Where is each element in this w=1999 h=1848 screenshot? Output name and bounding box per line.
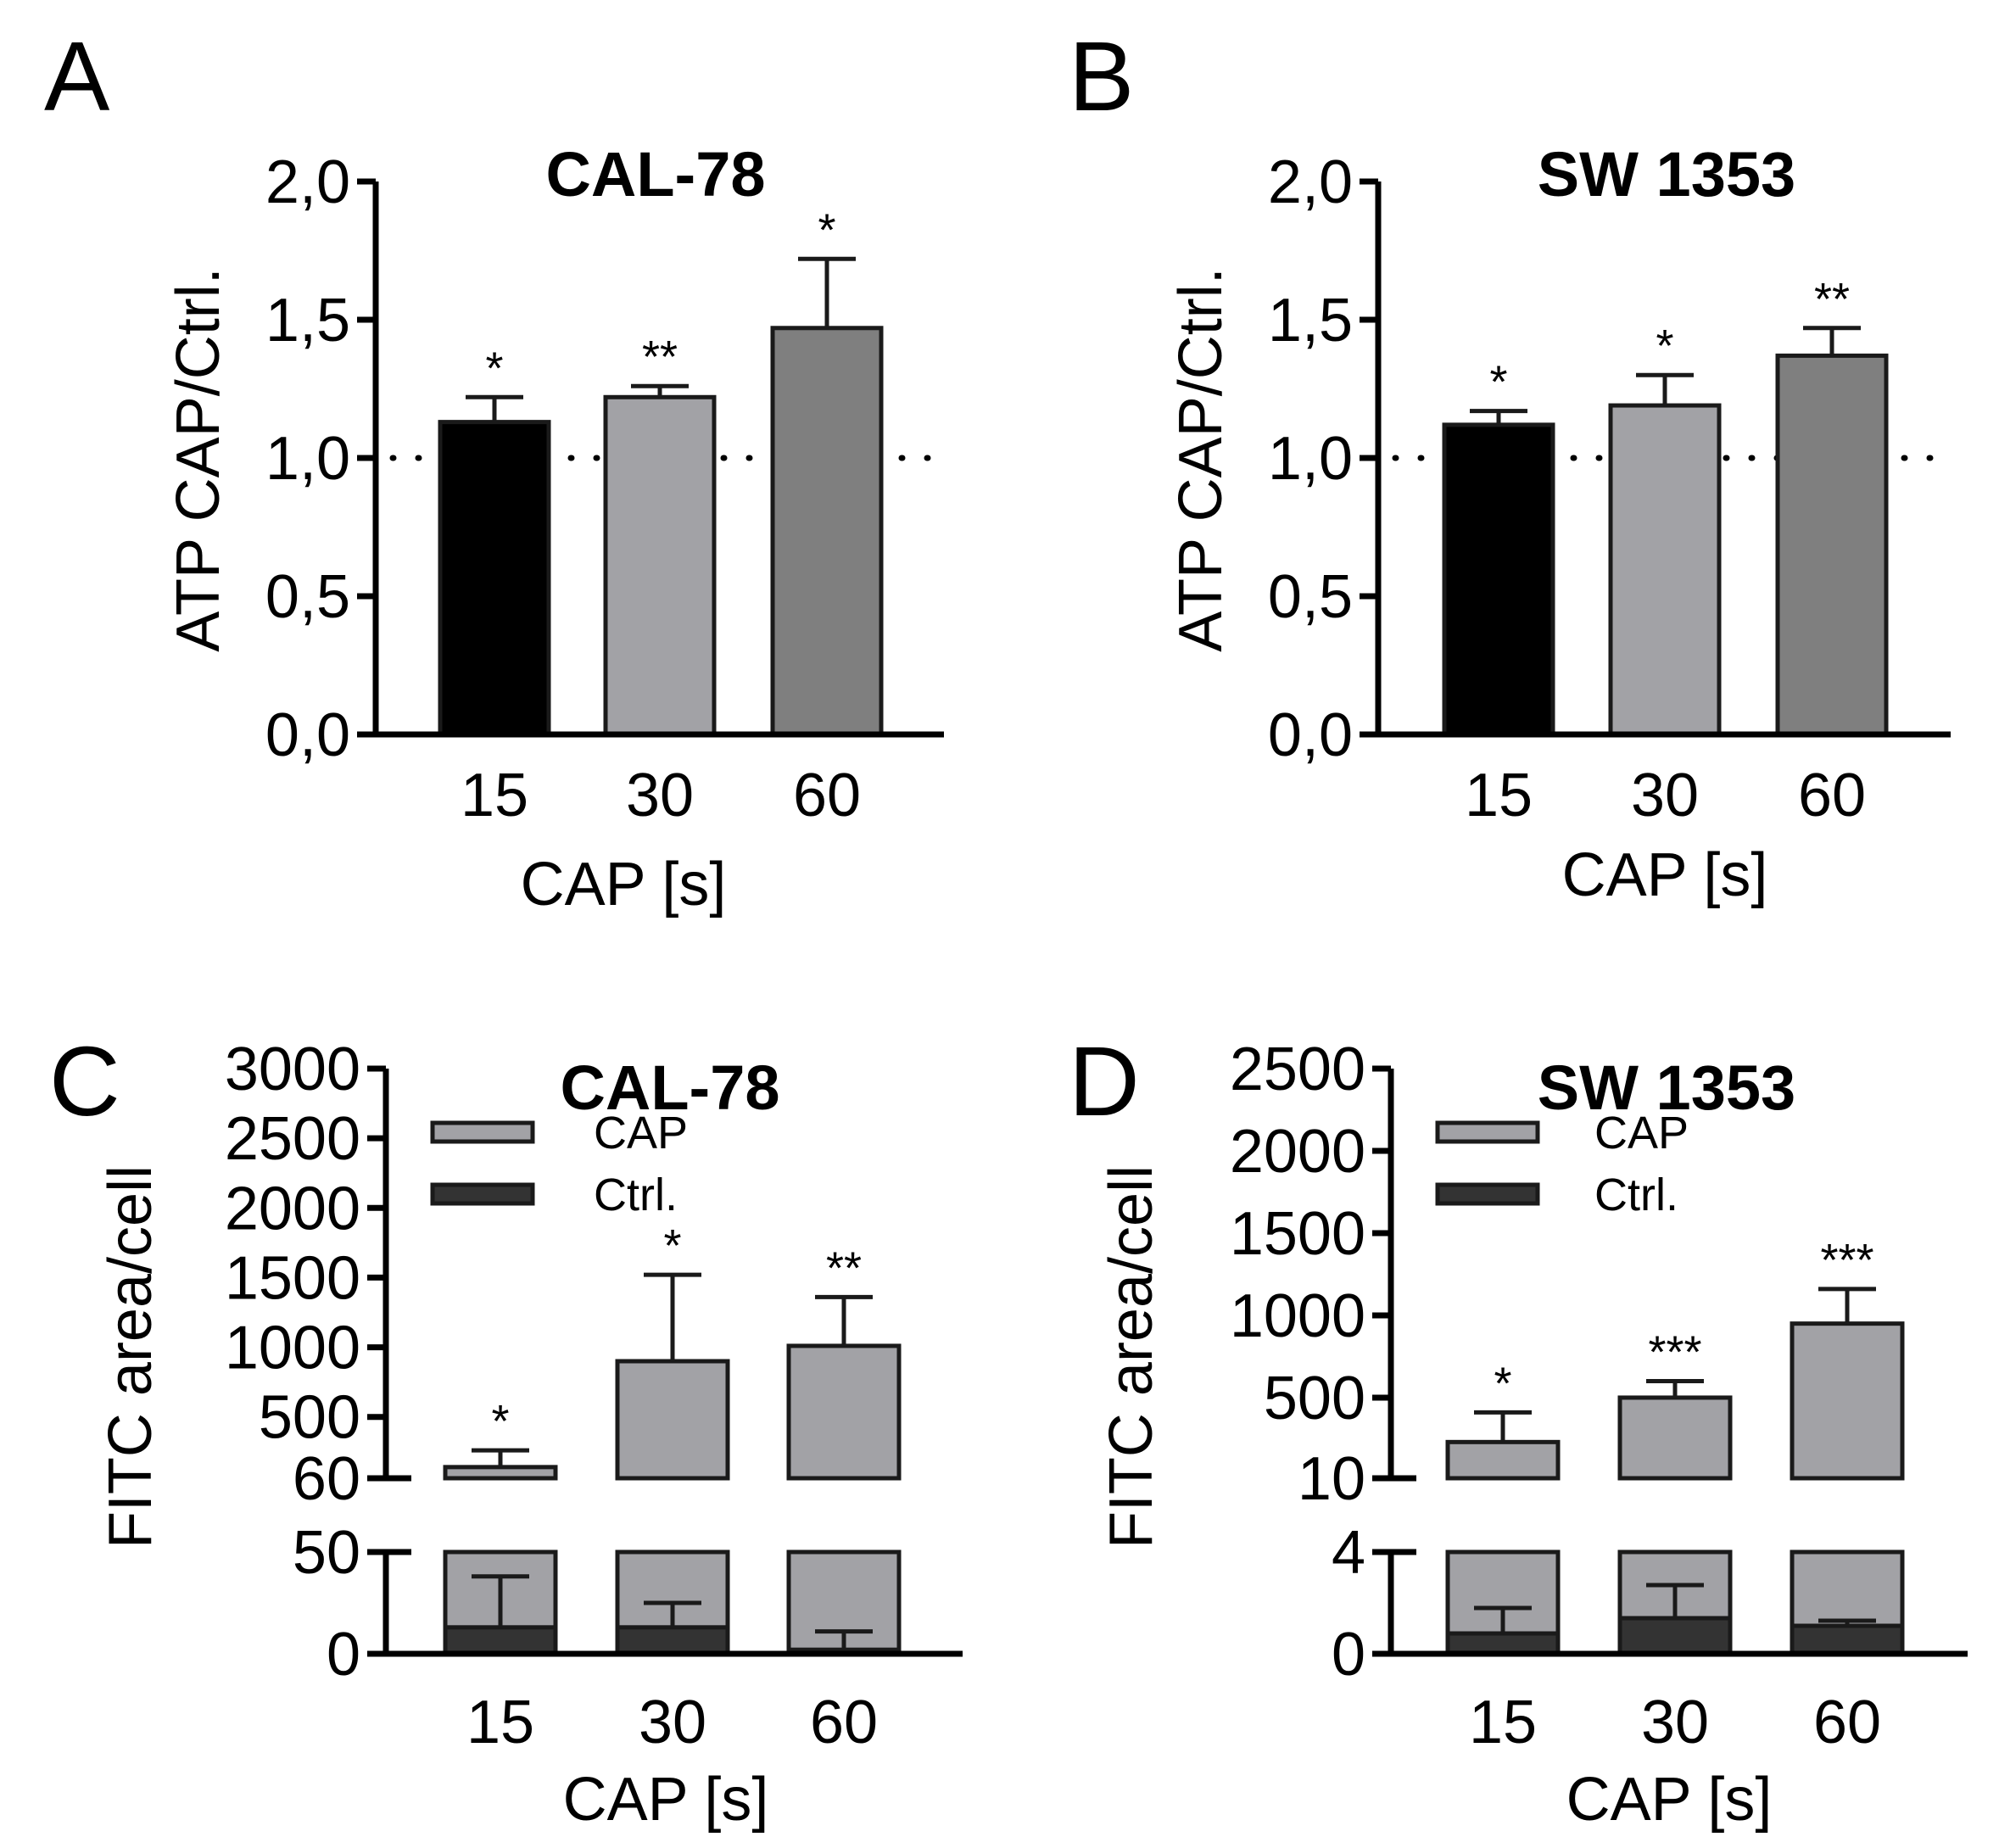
panel-letter-a: A (44, 21, 110, 131)
y-tick-label: 1,0 (265, 425, 350, 493)
panel-d: D SW 1353 FITC area/cell CAP [s] CAP Ctrl… (1069, 1026, 1968, 1834)
cap-bar (1790, 1321, 1905, 1481)
legend-label: CAP (594, 1108, 688, 1158)
y-tick-label: 2000 (1230, 1118, 1365, 1186)
x-axis-label: CAP [s] (1566, 1766, 1773, 1834)
y-tick-label: 0,0 (265, 701, 350, 769)
panel-letter-c: C (49, 1026, 120, 1136)
significance-label: * (485, 343, 503, 394)
y-tick-label: 50 (293, 1519, 360, 1587)
legend-label: CAP (1594, 1108, 1689, 1158)
x-tick-label: 30 (626, 762, 694, 829)
legend-swatch (1435, 1120, 1540, 1144)
cap-bar (786, 1343, 902, 1481)
x-tick-label: 60 (1813, 1689, 1881, 1756)
y-tick-label: 10 (1298, 1445, 1365, 1513)
chart-title: SW 1353 (1538, 1052, 1795, 1123)
panel-b: B SW 1353 ATP CAP/Ctrl. CAP [s] * 15 * 30 **… (1069, 21, 1954, 909)
bar (1442, 422, 1555, 737)
y-tick-label: 2000 (225, 1175, 360, 1242)
y-tick-label: 500 (1264, 1365, 1365, 1432)
y-tick-label: 500 (259, 1384, 360, 1452)
significance-label: * (1494, 1358, 1511, 1409)
bar (1775, 353, 1889, 737)
cap-bar (443, 1465, 558, 1481)
panel-a: A CAL-78 ATP CAP/Ctrl. CAP [s] * 15 ** 30 * 6… (44, 21, 947, 918)
panel-c: C CAL-78 FITC area/cell CAP [s] CAP Ctrl.… (49, 1026, 963, 1834)
y-tick-label: 1000 (1230, 1282, 1365, 1350)
legend-swatch (430, 1182, 535, 1206)
legend-swatch (1435, 1182, 1540, 1206)
x-tick-label: 30 (1641, 1689, 1709, 1756)
x-tick-label: 30 (1631, 762, 1699, 829)
ctrl-bar (1445, 1631, 1561, 1656)
significance-label: * (1489, 357, 1507, 408)
bar (770, 326, 884, 737)
ctrl-bar (443, 1625, 558, 1656)
y-tick-label: 0,5 (265, 563, 350, 631)
y-tick-label: 2,0 (265, 148, 350, 216)
y-tick-label: 2,0 (1268, 148, 1353, 216)
y-tick-label: 2500 (225, 1105, 360, 1173)
y-tick-label: 0,0 (1268, 701, 1353, 769)
ctrl-bar (615, 1625, 730, 1656)
y-tick-label: 1000 (225, 1315, 360, 1382)
y-axis-label: FITC area/cell (1097, 1165, 1165, 1549)
significance-label: * (1656, 321, 1673, 371)
significance-label: *** (1820, 1235, 1873, 1286)
significance-label: ** (642, 332, 678, 382)
legend-label: Ctrl. (1594, 1170, 1678, 1220)
significance-label: * (491, 1396, 509, 1447)
y-tick-label: 1,0 (1268, 425, 1353, 493)
x-tick-label: 15 (466, 1689, 534, 1756)
x-axis-label: CAP [s] (1562, 841, 1768, 909)
y-axis-label: ATP CAP/Ctrl. (1167, 267, 1235, 651)
chart-title: CAL-78 (560, 1052, 779, 1123)
ctrl-bar (1790, 1623, 1905, 1656)
significance-label: ** (1814, 274, 1850, 325)
legend-swatch (430, 1120, 535, 1144)
panel-letter-b: B (1069, 21, 1134, 131)
y-tick-label: 1,5 (1268, 287, 1353, 355)
significance-label: ** (826, 1242, 862, 1293)
y-tick-label: 60 (293, 1445, 360, 1513)
x-tick-label: 15 (1465, 762, 1533, 829)
ctrl-bar (1617, 1616, 1733, 1656)
bar (1608, 403, 1722, 737)
legend-label: Ctrl. (594, 1170, 678, 1220)
y-tick-label: 3000 (225, 1036, 360, 1103)
bar (438, 420, 551, 737)
significance-label: * (663, 1220, 681, 1271)
x-axis-label: CAP [s] (563, 1766, 769, 1834)
y-tick-label: 0,5 (1268, 563, 1353, 631)
y-tick-label: 1500 (1230, 1200, 1365, 1268)
significance-label: * (818, 204, 835, 255)
cap-bar (615, 1359, 730, 1481)
y-axis-label: FITC area/cell (97, 1165, 165, 1549)
significance-label: *** (1648, 1327, 1701, 1378)
x-tick-label: 30 (639, 1689, 706, 1756)
y-tick-label: 1500 (225, 1244, 360, 1312)
y-tick-label: 4 (1332, 1519, 1365, 1587)
y-tick-label: 1,5 (265, 287, 350, 355)
y-axis-label: ATP CAP/Ctrl. (165, 267, 232, 651)
x-tick-label: 15 (461, 762, 528, 829)
bar (603, 394, 717, 737)
x-tick-label: 15 (1469, 1689, 1537, 1756)
cap-bar (1617, 1395, 1733, 1481)
chart-title: SW 1353 (1538, 139, 1795, 209)
y-tick-label: 0 (1332, 1621, 1365, 1689)
y-tick-label: 2500 (1230, 1036, 1365, 1103)
chart-title: CAL-78 (545, 139, 765, 209)
x-tick-label: 60 (1798, 762, 1866, 829)
x-tick-label: 60 (810, 1689, 878, 1756)
panel-letter-d: D (1069, 1026, 1140, 1136)
x-axis-label: CAP [s] (521, 851, 727, 918)
cap-bar (1445, 1439, 1561, 1481)
y-tick-label: 0 (327, 1621, 360, 1689)
x-tick-label: 60 (793, 762, 861, 829)
